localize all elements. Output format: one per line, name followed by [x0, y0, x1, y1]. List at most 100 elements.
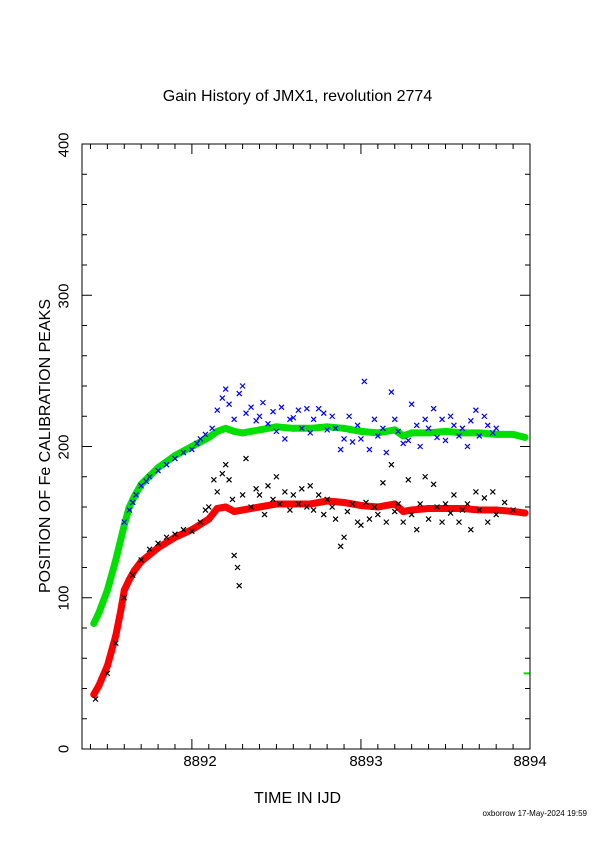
series-3-point: [476, 507, 483, 513]
series-2-point: [521, 509, 529, 517]
series-3-point: [197, 519, 204, 526]
series-0-point: [306, 424, 314, 432]
series-3-point: [121, 594, 128, 601]
series-2-point: [130, 567, 138, 575]
series-2-point: [340, 498, 348, 506]
series-1-point: [295, 407, 302, 414]
series-3-point: [146, 546, 153, 553]
series-3-point: [341, 534, 347, 541]
series-2-point: [492, 506, 500, 514]
series-0-point: [357, 427, 365, 435]
series-3-point: [329, 504, 336, 510]
series-1-point: [422, 416, 429, 423]
series-1-point: [194, 440, 200, 447]
series-1-point: [259, 399, 266, 406]
series-3-point: [501, 499, 508, 506]
series-2-point: [230, 508, 238, 516]
series-3-point: [425, 516, 432, 523]
series-1-point: [337, 446, 344, 453]
series-1-point: [379, 425, 386, 432]
series-2-point: [256, 503, 264, 511]
series-3-point: [510, 507, 517, 513]
series-1-point: [476, 432, 483, 439]
series-2-point: [289, 500, 297, 508]
series-1-point: [172, 455, 178, 462]
series-3-point: [484, 519, 491, 526]
series-3-point: [430, 481, 437, 488]
series-3-point: [295, 501, 302, 507]
series-2-point: [509, 508, 517, 516]
series-1-point: [354, 422, 361, 429]
series-3-point: [391, 508, 398, 515]
plot-frame: [81, 143, 531, 750]
series-2-point: [137, 557, 145, 565]
series-1-point: [287, 416, 293, 423]
series-1-point: [489, 429, 496, 436]
series-3-point: [231, 552, 238, 559]
series-3-point: [451, 491, 457, 498]
series-1-point: [197, 436, 204, 442]
series-3-point: [163, 534, 170, 541]
series-3-point: [214, 488, 221, 495]
series-3-point: [349, 501, 356, 507]
x-tick-label: 8892: [183, 753, 217, 770]
series-2-point: [357, 501, 365, 509]
series-1-point: [324, 426, 331, 433]
series-3-point: [434, 504, 440, 510]
series-3-point: [219, 470, 226, 477]
series-0-point: [112, 556, 120, 564]
series-1-point: [467, 417, 474, 424]
series-1-point: [256, 413, 263, 420]
series-0-point: [213, 427, 221, 435]
series-1-point: [226, 401, 233, 408]
series-0-point: [95, 609, 103, 617]
series-3-point: [493, 511, 500, 518]
series-3-point: [442, 501, 449, 507]
series-3-point: [265, 482, 271, 489]
series-1-point: [222, 386, 229, 392]
x-tick-label: 8893: [349, 753, 383, 770]
series-1-point: [146, 473, 153, 480]
series-3-point: [344, 508, 351, 515]
series-0-point: [521, 433, 529, 441]
series-1-point: [209, 425, 216, 432]
series-3-point: [303, 504, 310, 510]
series-3-point: [358, 522, 364, 529]
series-3-point: [417, 501, 424, 507]
series-1-point: [464, 443, 471, 450]
series-1-point: [493, 425, 500, 432]
series-0-point: [256, 426, 264, 434]
series-1-point: [273, 428, 280, 435]
series-2-point: [391, 500, 399, 508]
series-1-point: [332, 425, 339, 432]
series-3-point: [253, 485, 260, 492]
series-3-point: [188, 528, 195, 535]
series-3-point: [210, 476, 217, 483]
x-axis-label: TIME IN IJD: [253, 790, 342, 807]
series-1-point: [349, 439, 356, 445]
series-3-point: [374, 511, 381, 518]
series-1-point: [366, 446, 373, 453]
series-1-point: [459, 425, 466, 432]
series-1-point: [472, 407, 479, 414]
series-3-point: [112, 640, 119, 647]
series-1-point: [243, 410, 249, 417]
series-3-point: [236, 582, 243, 589]
series-1-point: [121, 519, 128, 526]
series-0-point: [441, 427, 449, 435]
series-1-point: [400, 440, 407, 447]
series-0-point: [492, 430, 500, 438]
series-1-point: [408, 401, 415, 408]
series-3-point: [324, 496, 331, 503]
series-3-point: [281, 488, 288, 495]
series-1-point: [236, 390, 243, 397]
series-2-point: [117, 606, 125, 614]
series-3-point: [366, 516, 373, 523]
series-0-point: [340, 424, 348, 432]
series-3-point: [261, 511, 268, 518]
series-2-point: [239, 506, 247, 514]
series-1-point: [481, 413, 488, 420]
series-3-point: [439, 519, 446, 526]
series-1-point: [133, 491, 140, 498]
